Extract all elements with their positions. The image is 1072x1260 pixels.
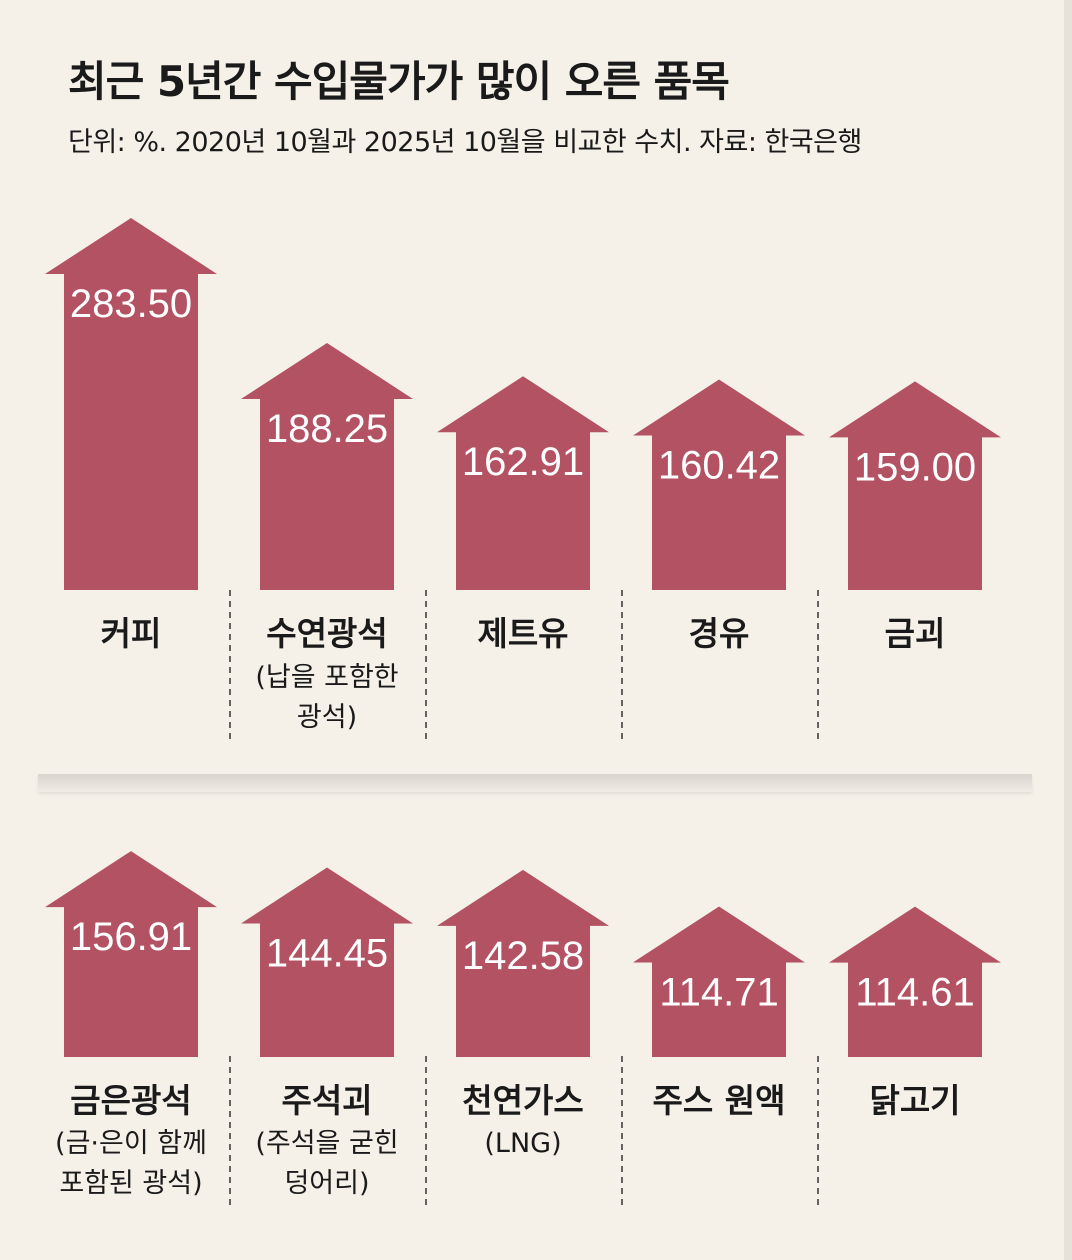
data-label: 144.45 (266, 931, 388, 975)
category-label: 천연가스 (462, 1081, 583, 1120)
bar-arrow (241, 342, 413, 590)
data-label: 159.00 (854, 445, 976, 489)
data-label: 156.91 (70, 915, 192, 959)
category-label: 주스 원액 (653, 1081, 786, 1120)
data-label: 142.58 (462, 934, 584, 978)
data-label: 114.61 (855, 971, 974, 1015)
category-label: 경유 (689, 614, 750, 653)
bar-arrow (829, 906, 1001, 1057)
category-note: (주석을 굳힌 (255, 1128, 398, 1159)
category-note: (LNG) (484, 1128, 561, 1159)
category-note: (금·은이 함께 (55, 1128, 207, 1159)
paper-edge (1064, 0, 1072, 1260)
category-label: 제트유 (477, 614, 568, 653)
bar-arrow (633, 379, 805, 590)
bar-arrow (437, 869, 609, 1057)
category-label: 주석괴 (281, 1081, 372, 1120)
chart-subtitle: 단위: %. 2020년 10월과 2025년 10월을 비교한 수치. 자료:… (68, 127, 862, 158)
bar-arrow (45, 851, 217, 1057)
bar-arrow (829, 381, 1001, 590)
data-label: 114.71 (659, 970, 778, 1014)
category-note: 덩어리) (284, 1168, 369, 1199)
bar-arrow (45, 218, 217, 590)
bar-arrow (633, 906, 805, 1057)
data-label: 188.25 (266, 407, 388, 451)
row-divider (38, 774, 1032, 792)
category-label: 커피 (101, 614, 162, 653)
data-label: 283.50 (70, 282, 192, 326)
data-label: 162.91 (462, 440, 584, 484)
category-label: 금괴 (885, 614, 946, 653)
data-label: 160.42 (658, 444, 780, 488)
chart-title: 최근 5년간 수입물가가 많이 오른 품목 (68, 57, 730, 106)
category-note: (납을 포함한 (255, 662, 398, 693)
bar-arrow (241, 867, 413, 1057)
category-note: 포함된 광석) (59, 1168, 202, 1199)
category-label: 수연광석 (266, 614, 387, 653)
category-note: 광석) (297, 702, 357, 733)
category-label: 닭고기 (869, 1081, 960, 1120)
category-label: 금은광석 (70, 1081, 191, 1120)
bar-arrow (437, 376, 609, 590)
